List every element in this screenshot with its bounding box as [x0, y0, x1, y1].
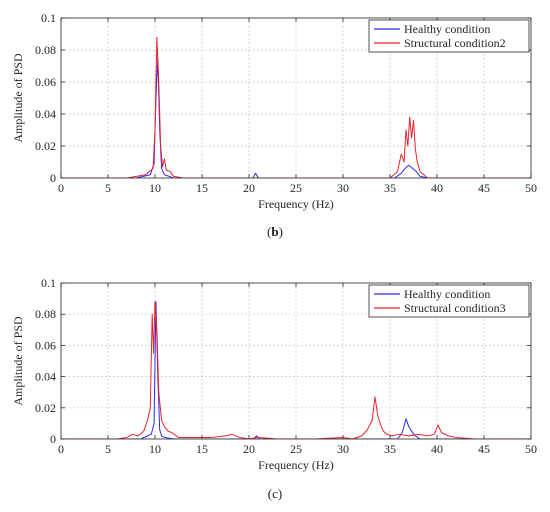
x-tick-label: 40: [431, 181, 443, 195]
x-tick-label: 0: [58, 442, 64, 456]
x-tick-label: 50: [525, 181, 537, 195]
legend-label: Healthy condition: [404, 22, 490, 36]
series-line-healthy-condition: [61, 301, 531, 439]
x-tick-label: 5: [105, 181, 111, 195]
y-tick-label: 0: [50, 171, 56, 185]
x-tick-label: 35: [384, 181, 396, 195]
legend-box: [368, 19, 530, 53]
y-tick-label: 0.06: [35, 338, 56, 352]
x-axis-label: Frequency (Hz): [258, 458, 334, 472]
y-tick-label: 0.04: [35, 107, 56, 121]
y-tick-label: 0.04: [35, 370, 56, 384]
series-line-structural-condition2: [61, 36, 531, 178]
y-tick-label: 0.1: [41, 276, 56, 290]
y-axis-label: Amplitude of PSD: [11, 316, 25, 406]
x-tick-label: 20: [243, 442, 255, 456]
y-tick-label: 0.1: [41, 11, 56, 25]
series-line-structural-condition3: [61, 301, 531, 439]
y-tick-label: 0: [50, 432, 56, 446]
x-tick-label: 45: [478, 181, 490, 195]
chart-panel-c: 0 5 10 15 20 25 30 35 40 45 50 0 0.02 0.04 0.06 0.08 0.1…: [11, 276, 537, 472]
x-tick-label: 20: [243, 181, 255, 195]
caption-b: (b): [267, 224, 283, 239]
x-tick-label: 25: [290, 181, 302, 195]
legend-label: Structural condition2: [404, 36, 506, 50]
x-tick-label: 30: [337, 181, 349, 195]
y-axis-label: Amplitude of PSD: [11, 53, 25, 143]
y-tick-label: 0.08: [35, 43, 56, 57]
x-tick-label: 35: [384, 442, 396, 456]
x-tick-label: 5: [105, 442, 111, 456]
x-tick-label: 15: [196, 442, 208, 456]
caption-c: (c): [267, 486, 283, 501]
x-tick-label: 30: [337, 442, 349, 456]
y-tick-label: 0.02: [35, 401, 56, 415]
legend-label: Structural condition3: [404, 301, 506, 315]
x-tick-label: 50: [525, 442, 537, 456]
caption-b-letter: b: [271, 224, 279, 239]
chart-panel-b: 0 5 10 15 20 25 30 35 40 45 50 0 0.02 0.04 0.06 0.08 0.1…: [11, 11, 537, 211]
y-tick-label: 0.02: [35, 139, 56, 153]
y-tick-label: 0.06: [35, 75, 56, 89]
x-axis-label: Frequency (Hz): [258, 197, 334, 211]
y-tick-label: 0.08: [35, 307, 56, 321]
x-tick-label: 10: [149, 442, 161, 456]
legend-box: [368, 284, 530, 318]
x-tick-label: 10: [149, 181, 161, 195]
legend-label: Healthy condition: [404, 287, 490, 301]
x-tick-label: 0: [58, 181, 64, 195]
caption-c-letter: c: [272, 486, 278, 501]
x-tick-label: 15: [196, 181, 208, 195]
x-tick-label: 40: [431, 442, 443, 456]
x-tick-label: 25: [290, 442, 302, 456]
x-tick-label: 45: [478, 442, 490, 456]
